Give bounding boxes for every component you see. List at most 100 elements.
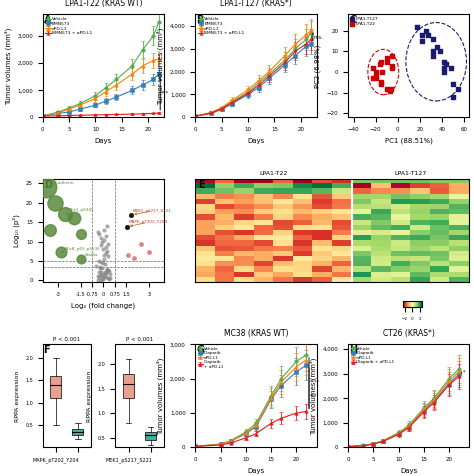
Text: E.Cadherin: E.Cadherin [46, 181, 74, 188]
LPA1-T127 [440, 64, 448, 72]
Point [42, 183, 49, 191]
Point [102, 273, 110, 281]
LPA1-T127 [414, 23, 421, 30]
Text: F: F [43, 346, 50, 356]
Title: MC38 (KRAS WT): MC38 (KRAS WT) [224, 329, 288, 338]
Text: Stat5a: Stat5a [81, 253, 98, 259]
Point [102, 249, 109, 257]
Point [103, 265, 111, 273]
Point [106, 270, 113, 278]
Point [96, 265, 103, 272]
LPA1-T22 [387, 85, 395, 92]
Text: G: G [197, 346, 205, 356]
Point [95, 268, 102, 276]
Point [100, 272, 108, 279]
Text: P < 0.001: P < 0.001 [54, 337, 81, 342]
Point [106, 274, 114, 282]
LPA1-T22 [388, 52, 396, 60]
LPA1-T22 [388, 64, 396, 72]
Point [102, 232, 109, 239]
Point [96, 263, 104, 271]
Point [46, 226, 54, 234]
Point [100, 236, 108, 243]
Point [104, 253, 111, 260]
X-axis label: Days: Days [247, 468, 264, 474]
Point [103, 267, 110, 274]
Point [105, 275, 113, 283]
LPA1-T22 [372, 74, 379, 82]
Bar [73, 428, 83, 435]
LPA1-T22 [370, 74, 377, 82]
LPA1-T127 [449, 80, 456, 88]
Text: LPA1-T22: LPA1-T22 [259, 171, 288, 176]
LPA1-T22 [370, 64, 377, 72]
Title: LPA1-T127 (KRAS*): LPA1-T127 (KRAS*) [220, 0, 292, 8]
LPA1-T22 [383, 54, 391, 61]
Point [97, 258, 105, 266]
Point [99, 270, 106, 278]
LPA1-T127 [429, 48, 437, 55]
Y-axis label: RPPA expression: RPPA expression [15, 370, 19, 422]
LPA1-T127 [449, 93, 456, 100]
Point [145, 248, 153, 256]
Point [102, 270, 110, 278]
Text: LPA1-T127: LPA1-T127 [394, 171, 427, 176]
Text: B: B [197, 15, 204, 25]
LPA1-T127 [418, 31, 426, 39]
Point [99, 246, 106, 253]
Text: MEK1_pS217_S221: MEK1_pS217_S221 [133, 209, 172, 215]
Point [128, 211, 135, 219]
LPA1-T127 [429, 52, 437, 60]
LPA1-T127 [440, 68, 448, 76]
Text: C: C [349, 15, 356, 25]
Point [130, 254, 137, 262]
Point [96, 257, 103, 265]
Bar [50, 376, 62, 398]
Point [95, 230, 103, 238]
Point [103, 222, 111, 230]
Point [100, 273, 108, 280]
Point [98, 264, 106, 272]
Text: P < 0.001: P < 0.001 [126, 337, 153, 342]
Point [97, 271, 104, 278]
Y-axis label: Tumor volumes (mm³): Tumor volumes (mm³) [157, 357, 164, 435]
X-axis label: Days: Days [95, 138, 112, 144]
Point [95, 274, 103, 281]
LPA1-T22 [377, 79, 385, 86]
Point [100, 226, 108, 234]
X-axis label: Days: Days [247, 138, 264, 144]
LPA1-T127 [418, 37, 426, 45]
Point [57, 248, 64, 256]
Point [137, 240, 145, 248]
Legend: Vehicle, BMN573, αPD-L1, BMN573 + αPD-L1: Vehicle, BMN573, αPD-L1, BMN573 + αPD-L1 [45, 17, 92, 36]
Text: ***: *** [310, 393, 318, 398]
LPA1-T127 [447, 64, 454, 72]
LPA1-T127 [422, 27, 430, 35]
Text: NFκB_p65_pS536: NFκB_p65_pS536 [62, 247, 100, 253]
Legend: Vehicle, Olaparib, αPD-L1, Olaparib + αPD-L1: Vehicle, Olaparib, αPD-L1, Olaparib + αP… [350, 347, 395, 365]
Point [97, 276, 105, 284]
LPA1-T22 [377, 80, 385, 88]
Y-axis label: Log₁₀ (p²): Log₁₀ (p²) [13, 214, 20, 248]
Point [104, 274, 112, 282]
Point [104, 266, 111, 273]
Point [62, 210, 69, 218]
Text: *: * [463, 370, 465, 375]
Legend: Vehicle, Olaparib, αPD-L1, Olaparib
+ αPD-L1: Vehicle, Olaparib, αPD-L1, Olaparib + αP… [198, 347, 223, 369]
LPA1-T127 [425, 31, 432, 39]
LPA1-T22 [378, 68, 386, 76]
Point [105, 267, 112, 275]
Text: Chk1_pS345: Chk1_pS345 [66, 208, 95, 215]
Y-axis label: Tumor volumes (mm³): Tumor volumes (mm³) [157, 27, 164, 105]
Text: n.s.: n.s. [314, 35, 324, 40]
Point [98, 272, 105, 279]
LPA1-T22 [377, 58, 385, 66]
Bar [145, 432, 156, 440]
Point [102, 244, 110, 251]
LPA1-T127 [434, 43, 441, 51]
Text: D: D [44, 180, 52, 190]
Point [102, 269, 109, 277]
LPA1-T127 [436, 48, 443, 55]
LPA1-T127 [455, 85, 462, 92]
Point [104, 240, 111, 248]
